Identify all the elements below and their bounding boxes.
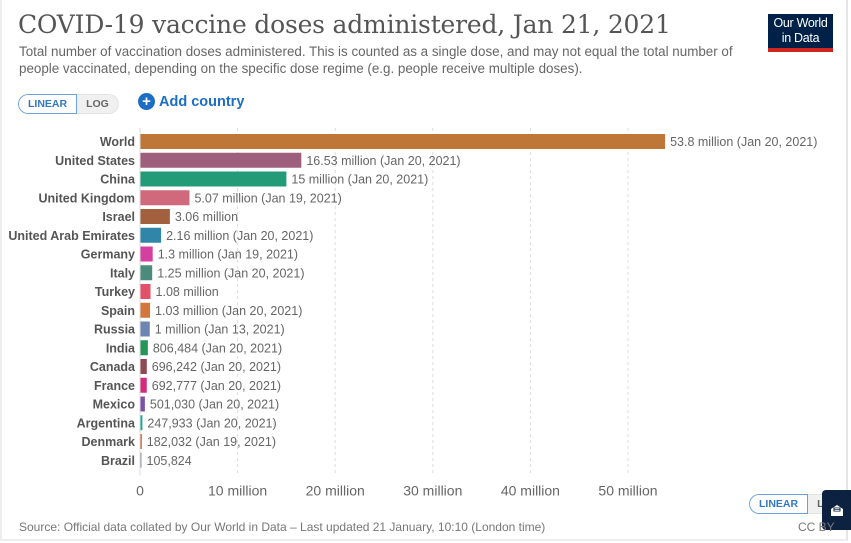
x-tick-label: 50 million <box>598 483 657 499</box>
bar <box>140 171 287 187</box>
linear-scale-button[interactable]: LINEAR <box>18 94 78 114</box>
bar <box>140 134 666 149</box>
category-label: World <box>100 135 135 149</box>
linear-scale-button-bottom[interactable]: LINEAR <box>749 494 809 514</box>
value-label: 1.25 million (Jan 20, 2021) <box>157 266 304 280</box>
plus-circle-icon: + <box>138 93 155 110</box>
category-label: Mexico <box>93 398 136 412</box>
scale-toggle-top: LINEAR LOG <box>18 94 119 114</box>
logo-line-1: Our World <box>773 16 828 30</box>
bar-chart: 0 10 million 20 million 30 million 40 millio… <box>8 128 817 499</box>
category-label: Brazil <box>101 454 135 468</box>
category-label: Turkey <box>95 285 135 299</box>
value-label: 692,777 (Jan 20, 2021) <box>152 379 281 393</box>
x-tick-label: 20 million <box>306 483 365 499</box>
value-label: 1.08 million <box>156 285 219 299</box>
bar <box>140 246 153 262</box>
value-label: 16.53 million (Jan 20, 2021) <box>306 154 460 168</box>
category-label: Denmark <box>82 435 136 449</box>
value-label: 1 million (Jan 13, 2021) <box>155 323 285 337</box>
add-country-label: Add country <box>159 93 245 110</box>
bar <box>140 452 142 468</box>
source-note: Source: Official data collated by Our Wo… <box>19 520 546 534</box>
value-label: 182,032 (Jan 19, 2021) <box>147 435 276 449</box>
logo-line-2: in Data <box>781 31 820 45</box>
bar <box>140 377 147 393</box>
bar <box>140 302 151 318</box>
license-link[interactable]: CC BY <box>798 520 835 534</box>
x-tick-label: 0 <box>136 483 144 499</box>
category-label: United Kingdom <box>38 191 135 205</box>
bar <box>140 321 150 337</box>
value-label: 806,484 (Jan 20, 2021) <box>153 341 282 355</box>
category-label: Russia <box>94 323 136 337</box>
bar <box>140 415 143 431</box>
chart-title: COVID-19 vaccine doses administered, Jan… <box>18 10 671 39</box>
category-label: France <box>94 379 135 393</box>
category-label: Israel <box>102 210 135 224</box>
bar <box>140 359 147 374</box>
log-scale-button[interactable]: LOG <box>77 94 119 114</box>
envelope-icon <box>830 505 843 516</box>
value-label: 1.3 million (Jan 19, 2021) <box>158 248 298 262</box>
bar <box>140 227 162 243</box>
value-label: 501,030 (Jan 20, 2021) <box>150 398 279 412</box>
category-label: United States <box>55 154 135 168</box>
category-label: Italy <box>110 266 135 280</box>
value-label: 3.06 million <box>175 210 238 224</box>
x-tick-label: 40 million <box>501 483 560 499</box>
value-label: 247,933 (Jan 20, 2021) <box>147 416 276 430</box>
bar <box>140 396 145 412</box>
bar <box>140 265 153 281</box>
category-label: India <box>106 341 136 355</box>
value-label: 2.16 million (Jan 20, 2021) <box>166 229 313 243</box>
add-country-button[interactable]: + Add country <box>138 93 244 110</box>
bar <box>140 340 148 356</box>
feedback-tab[interactable] <box>822 490 851 530</box>
category-label: China <box>100 173 136 187</box>
value-label: 696,242 (Jan 20, 2021) <box>152 360 281 374</box>
category-label: Argentina <box>77 416 136 430</box>
category-label: Germany <box>81 248 135 262</box>
x-tick-label: 30 million <box>403 483 462 499</box>
chart-subtitle: Total number of vaccination doses admini… <box>19 44 733 76</box>
value-label: 5.07 million (Jan 19, 2021) <box>194 191 341 205</box>
category-label: United Arab Emirates <box>8 229 135 243</box>
value-label: 105,824 <box>147 454 192 468</box>
bar <box>140 209 170 224</box>
value-label: 53.8 million (Jan 20, 2021) <box>670 135 817 149</box>
bar <box>140 284 151 299</box>
x-tick-label: 10 million <box>208 483 267 499</box>
bar <box>140 152 302 168</box>
bar <box>140 434 142 449</box>
owid-logo[interactable]: Our World in Data <box>768 14 833 52</box>
bar <box>140 190 190 206</box>
category-label: Canada <box>90 360 136 374</box>
value-label: 1.03 million (Jan 20, 2021) <box>155 304 302 318</box>
value-label: 15 million (Jan 20, 2021) <box>291 173 428 187</box>
category-label: Spain <box>101 304 135 318</box>
